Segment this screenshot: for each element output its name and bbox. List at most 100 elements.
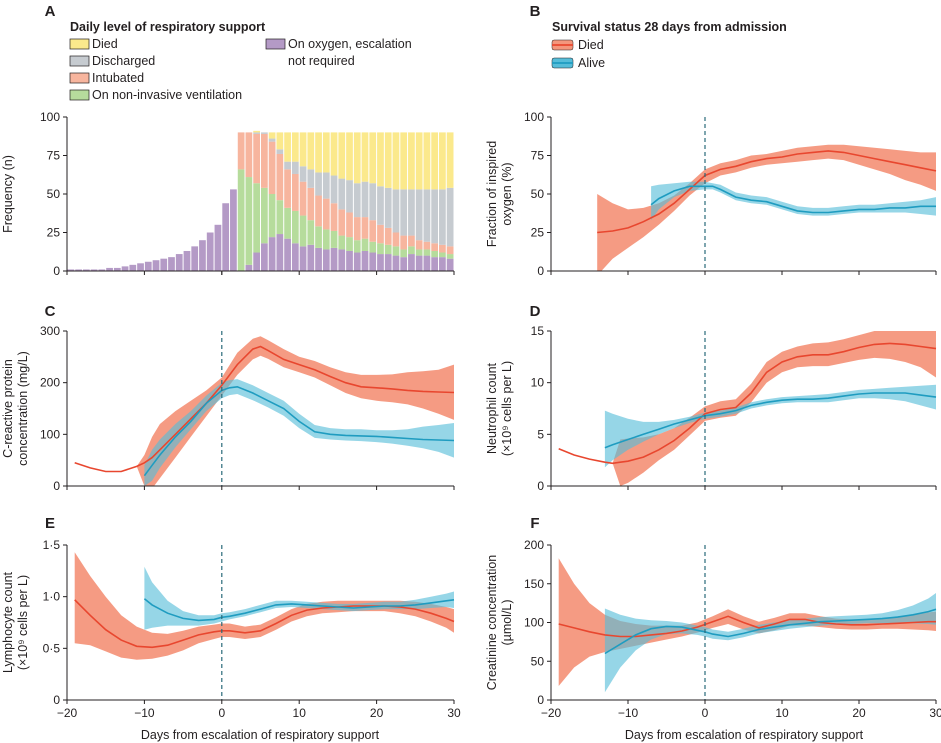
y-tick-label-C: 300: [40, 324, 60, 338]
bar-intubated: [237, 132, 245, 170]
bar-on-oxygen-escalation-not-required: [284, 238, 291, 271]
y-axis-title-D: Neutrophil count: [485, 362, 499, 454]
series-line-alive: [143, 598, 455, 622]
bar-died: [446, 132, 454, 188]
series-line-alive: [650, 185, 936, 214]
bar-died: [338, 132, 346, 179]
bar-intubated: [268, 141, 276, 194]
bar-on-oxygen-escalation-not-required: [353, 252, 361, 271]
y-tick-label-A: 100: [40, 110, 60, 124]
bar-intubated: [245, 132, 253, 178]
bar-on-oxygen-escalation-not-required: [206, 232, 214, 271]
bar-intubated: [276, 153, 284, 201]
bar-on-non-invasive-ventilation: [392, 246, 400, 256]
ci-band-alive: [651, 181, 936, 221]
bar-on-oxygen-escalation-not-required: [291, 243, 299, 271]
bar-discharged: [346, 180, 353, 213]
bar-died: [377, 132, 384, 187]
bar-died: [361, 132, 369, 182]
bar-died: [322, 132, 330, 173]
bar-intubated: [299, 181, 307, 216]
bar-on-non-invasive-ventilation: [253, 183, 260, 253]
legend-label-intubated: Intubated: [92, 71, 144, 85]
bar-died: [284, 132, 291, 162]
plot-area-b: [597, 144, 937, 271]
bar-on-oxygen-escalation-not-required: [439, 257, 446, 271]
y-tick-label-A: 75: [47, 149, 61, 163]
y-tick-label-D: 0: [537, 479, 544, 493]
bar-died: [353, 132, 361, 184]
bar-on-oxygen-escalation-not-required: [361, 250, 369, 271]
bar-discharged: [276, 149, 284, 154]
panel-letter-a: A: [45, 3, 56, 20]
series-line-died: [74, 345, 455, 473]
chart-panel-b: 0 25 50 75 100 Fraction of inspired oxygen (%): [485, 110, 937, 278]
bar-discharged: [361, 181, 369, 218]
bar-died: [315, 132, 322, 173]
bar-discharged: [408, 189, 415, 236]
legend-swatch-discharged: [69, 55, 90, 67]
plot-area-e: [74, 552, 455, 660]
y-tick-label-F: 0: [537, 693, 544, 707]
bar-discharged: [268, 138, 276, 142]
bar-discharged: [415, 189, 423, 241]
x-tick-label-E: 0: [218, 706, 225, 720]
bar-discharged: [392, 189, 400, 233]
bar-died: [384, 132, 392, 188]
bar-discharged: [330, 175, 338, 204]
bar-on-oxygen-escalation-not-required: [322, 249, 330, 271]
y-tick-label-B: 25: [531, 226, 545, 240]
bar-died: [431, 132, 439, 190]
y-tick-label-E: 0·5: [43, 641, 61, 655]
bar-on-oxygen-escalation-not-required: [222, 203, 230, 271]
x-tick-label-F: 20: [852, 706, 866, 720]
y-tick-label-A: 50: [47, 187, 61, 201]
bar-on-oxygen-escalation-not-required: [129, 264, 137, 271]
plot-layer: 0 25 50 75 100 Frequency (n) 0255075100Fractio…: [1, 110, 941, 720]
bar-on-non-invasive-ventilation: [361, 238, 369, 251]
bar-intubated: [338, 209, 346, 236]
bar-intubated: [369, 220, 377, 242]
bar-on-oxygen-escalation-not-required: [330, 247, 338, 271]
chart-panel-c: 0 100 200 300 C-reactive protein concentratio…: [1, 324, 455, 493]
legend-swatch-intubated: [69, 72, 90, 84]
bar-on-oxygen-escalation-not-required: [384, 254, 392, 271]
bar-on-non-invasive-ventilation: [369, 241, 377, 253]
bar-intubated: [423, 241, 431, 250]
bar-on-oxygen-escalation-not-required: [338, 249, 346, 271]
bar-on-non-invasive-ventilation: [322, 229, 330, 250]
y-tick-label-C: 100: [40, 427, 60, 441]
legend-label-oxygen-2: not required: [288, 54, 355, 68]
bar-died: [423, 132, 431, 190]
bar-on-non-invasive-ventilation: [400, 249, 408, 258]
bar-on-oxygen-escalation-not-required: [369, 252, 377, 271]
legend-swatch-died: [69, 38, 90, 50]
bar-died: [415, 132, 423, 190]
bar-on-oxygen-escalation-not-required: [90, 269, 98, 271]
panel-letter-d: D: [530, 303, 541, 320]
y-axis-title-A: Frequency (n): [1, 155, 15, 233]
ci-band-died: [74, 336, 454, 486]
bar-on-oxygen-escalation-not-required: [276, 234, 284, 271]
bar-intubated: [392, 232, 400, 247]
bar-intubated: [408, 235, 415, 247]
bar-discharged: [369, 183, 377, 221]
y-tick-label-F: 150: [524, 577, 544, 591]
bar-discharged: [307, 169, 315, 188]
bar-intubated: [415, 240, 423, 250]
bar-on-oxygen-escalation-not-required: [431, 257, 439, 271]
y-axis-title-C: concentration (mg/L): [16, 351, 30, 466]
bar-died: [369, 132, 377, 184]
bar-on-oxygen-escalation-not-required: [183, 250, 191, 271]
y-tick-label-F: 100: [524, 616, 544, 630]
bar-died: [408, 132, 415, 190]
bar-died: [400, 132, 408, 190]
x-axis-title-right: Days from escalation of respiratory supp…: [625, 728, 864, 742]
bar-on-oxygen-escalation-not-required: [346, 250, 353, 271]
bar-on-oxygen-escalation-not-required: [268, 237, 276, 271]
bar-on-non-invasive-ventilation: [431, 250, 439, 258]
y-tick-label-B: 100: [524, 110, 544, 124]
bar-on-oxygen-escalation-not-required: [214, 224, 222, 271]
bar-intubated: [353, 217, 361, 241]
bar-on-oxygen-escalation-not-required: [160, 258, 168, 271]
